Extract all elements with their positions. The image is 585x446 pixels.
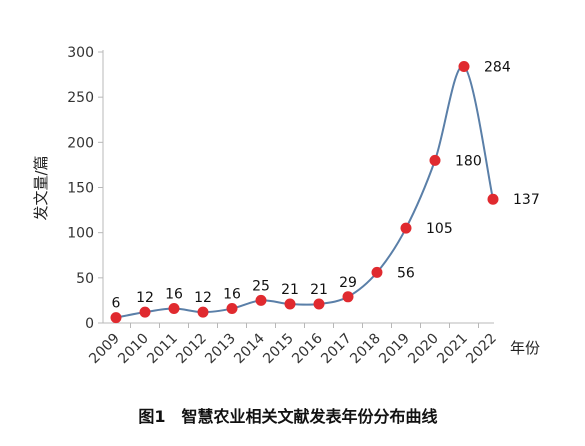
x-tick-label: 2020 — [405, 331, 442, 368]
series-line-group — [115, 65, 494, 319]
x-tick-label: 2019 — [376, 331, 413, 368]
figure-caption: 图1 智慧农业相关文献发表年份分布曲线 — [138, 407, 437, 426]
y-tick-label: 0 — [85, 316, 94, 332]
axes: 0501001502002503002009201020112012201320… — [67, 45, 500, 367]
data-point — [400, 222, 412, 234]
data-point — [487, 193, 499, 205]
y-tick-label: 200 — [67, 135, 94, 151]
data-labels: 6 12 16 12 16 25 21 21 29 56 105 180 284 137 — [112, 59, 540, 311]
x-tick-label: 2022 — [463, 331, 500, 368]
data-label: 16 — [165, 287, 183, 303]
data-label: 12 — [136, 290, 154, 306]
x-tick-label: 2013 — [202, 331, 239, 368]
y-tick-label: 50 — [76, 271, 94, 287]
x-tick-label: 2010 — [115, 331, 152, 368]
data-point — [371, 266, 383, 278]
data-point — [284, 298, 296, 310]
data-label: 21 — [281, 282, 299, 298]
x-tick-label: 2016 — [289, 330, 326, 367]
y-tick-label: 100 — [67, 226, 94, 242]
data-label: 137 — [513, 192, 540, 208]
data-label: 6 — [112, 296, 121, 312]
x-tick-label: 2018 — [347, 331, 384, 368]
x-tick-label: 2009 — [86, 331, 123, 368]
data-label: 105 — [426, 221, 453, 237]
series-line — [115, 65, 494, 319]
x-tick-label: 2021 — [434, 331, 471, 368]
x-tick-label: 2015 — [260, 331, 297, 368]
data-point — [110, 312, 122, 324]
data-label: 180 — [455, 153, 482, 169]
y-axis-title: 发文量/篇 — [32, 155, 50, 220]
x-axis-title: 年份 — [510, 339, 540, 357]
data-point — [429, 154, 441, 166]
data-point — [226, 303, 238, 315]
data-point — [458, 60, 470, 72]
x-tick-label: 2014 — [231, 330, 268, 367]
data-point — [313, 298, 325, 310]
x-tick-label: 2011 — [144, 331, 181, 368]
data-label: 284 — [484, 59, 511, 75]
data-label: 21 — [310, 282, 328, 298]
data-label: 25 — [252, 278, 270, 294]
data-point — [197, 306, 209, 318]
data-points — [110, 60, 499, 324]
data-label: 56 — [397, 265, 415, 281]
data-point — [255, 294, 267, 306]
data-point — [139, 306, 151, 318]
x-tick-label: 2017 — [318, 331, 355, 368]
data-label: 29 — [339, 275, 357, 291]
data-label: 16 — [223, 287, 241, 303]
data-label: 12 — [194, 290, 212, 306]
x-tick-label: 2012 — [173, 331, 210, 368]
y-tick-label: 250 — [67, 90, 94, 106]
y-tick-label: 150 — [67, 181, 94, 197]
data-point — [168, 303, 180, 315]
y-tick-label: 300 — [67, 45, 94, 61]
data-point — [342, 291, 354, 303]
